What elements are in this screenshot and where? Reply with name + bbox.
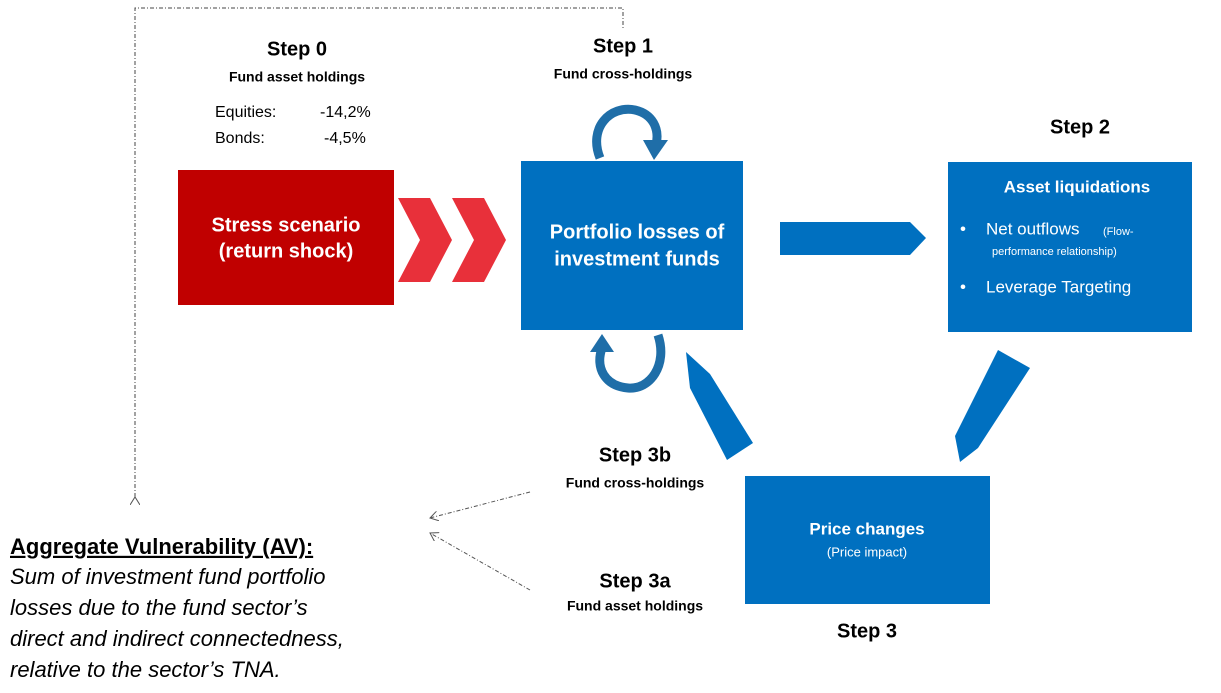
box-text: Portfolio losses of	[550, 221, 725, 243]
step-title: Step 0	[267, 38, 327, 60]
chevron	[452, 198, 506, 282]
stress-box	[178, 170, 394, 305]
av-heading: Aggregate Vulnerability (AV):	[10, 534, 313, 559]
cycle-arrow	[595, 333, 666, 393]
dotted-connector	[135, 7, 624, 497]
step-title: Step 3	[837, 620, 897, 642]
chevron	[398, 198, 452, 282]
box-text: Stress scenario	[212, 214, 361, 236]
av-text: relative to the sector’s TNA.	[10, 657, 281, 682]
dashed-arrow	[430, 533, 531, 591]
arrowhead	[643, 140, 668, 160]
item-value: -4,5%	[324, 130, 366, 147]
av-text: losses due to the fund sector’s	[10, 595, 308, 620]
step-subtitle: Fund cross-holdings	[566, 475, 705, 491]
step-title: Step 3b	[599, 444, 671, 466]
step-title: Step 2	[1050, 116, 1110, 138]
cycle-arrow	[592, 104, 662, 160]
bullet: •	[960, 219, 966, 238]
av-text: Sum of investment fund portfolio	[10, 564, 326, 589]
box-text: (return shock)	[219, 240, 353, 262]
liquidation-box	[948, 162, 1192, 332]
box-title: Price changes	[809, 519, 924, 538]
av-text: direct and indirect connectedness,	[10, 626, 344, 651]
step-subtitle: Fund asset holdings	[567, 598, 703, 614]
arrowhead	[590, 334, 614, 352]
box-note: (Price impact)	[827, 544, 907, 559]
step-title: Step 3a	[599, 570, 671, 592]
flow-arrow	[780, 222, 926, 255]
bullet: •	[960, 277, 966, 296]
box-text: investment funds	[554, 248, 720, 270]
dashed-arrow	[430, 491, 531, 518]
bullet-note: performance relationship)	[992, 246, 1117, 258]
item-label: Bonds:	[215, 130, 265, 147]
bullet-note: (Flow-	[1103, 226, 1134, 238]
item-value: -14,2%	[320, 104, 371, 121]
bullet-text: Leverage Targeting	[986, 277, 1131, 296]
step-subtitle: Fund asset holdings	[229, 69, 365, 85]
price-box	[745, 476, 990, 604]
center-box	[521, 161, 743, 330]
step-title: Step 1	[593, 35, 653, 57]
bullet-text: Net outflows	[986, 219, 1080, 238]
item-label: Equities:	[215, 104, 276, 121]
flow-arrow	[686, 352, 753, 460]
flow-arrow	[955, 350, 1030, 462]
step-subtitle: Fund cross-holdings	[554, 66, 693, 82]
box-title: Asset liquidations	[1004, 177, 1150, 196]
